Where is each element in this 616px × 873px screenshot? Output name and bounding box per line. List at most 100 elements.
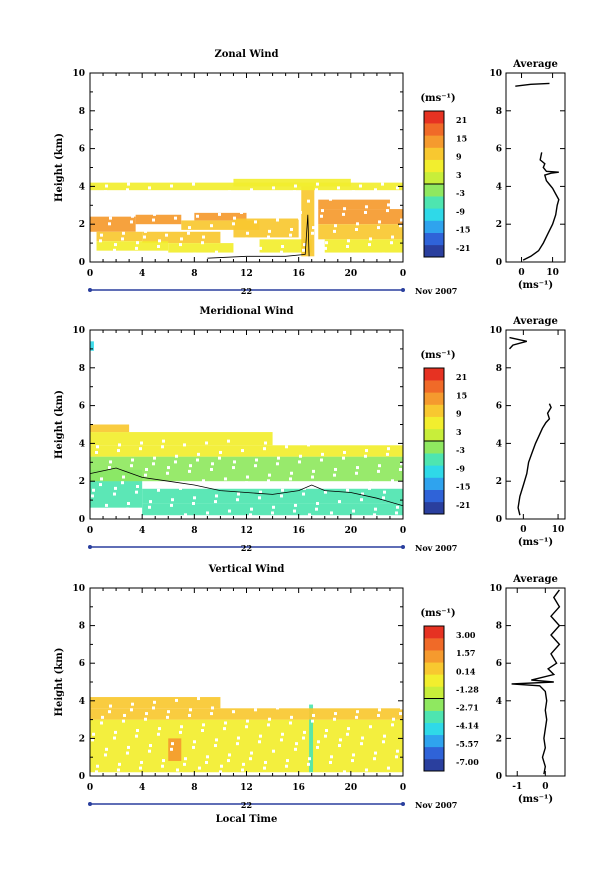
data-gap xyxy=(298,460,301,464)
data-gap xyxy=(232,466,235,470)
chart-title: Meridional Wind xyxy=(199,306,293,317)
data-gap xyxy=(276,706,279,710)
data-gap xyxy=(92,488,95,492)
data-gap xyxy=(153,212,156,216)
data-gap xyxy=(311,231,314,235)
data-gap xyxy=(108,710,111,714)
colorbar-swatch xyxy=(424,171,444,185)
data-gap xyxy=(383,490,386,494)
data-gap xyxy=(334,467,337,471)
data-gap xyxy=(237,492,240,496)
data-gap xyxy=(294,503,297,507)
data-gap xyxy=(211,462,214,466)
data-gap xyxy=(219,450,222,454)
data-gap xyxy=(242,762,245,766)
data-gap xyxy=(320,702,323,706)
x-tick-label: 4 xyxy=(139,526,145,536)
x-tick-label: 16 xyxy=(292,269,305,279)
data-gap xyxy=(324,246,327,250)
x-tick-label: 20 xyxy=(345,783,358,793)
data-gap xyxy=(374,751,377,755)
data-gap xyxy=(140,197,143,201)
data-gap xyxy=(179,486,182,490)
data-gap xyxy=(210,712,213,716)
data-gap xyxy=(114,486,117,490)
data-gap xyxy=(145,712,148,716)
profile-title: Average xyxy=(512,574,558,585)
data-gap xyxy=(272,505,275,509)
heatmap-cell xyxy=(233,218,299,238)
data-gap xyxy=(254,464,257,468)
data-gap xyxy=(329,197,332,201)
data-gap xyxy=(392,717,395,721)
heatmap-cell xyxy=(324,239,403,253)
data-gap xyxy=(109,216,112,220)
data-gap xyxy=(373,757,376,761)
data-gap xyxy=(391,723,394,727)
data-gap xyxy=(184,193,187,197)
data-gap xyxy=(227,759,230,763)
data-gap xyxy=(197,209,200,213)
data-gap xyxy=(96,764,99,768)
data-gap xyxy=(214,500,217,504)
data-gap xyxy=(346,732,349,736)
data-gap xyxy=(104,190,107,194)
heatmap-cell xyxy=(135,214,182,225)
colorbar-swatch xyxy=(424,758,444,772)
data-gap xyxy=(215,494,218,498)
data-gap xyxy=(165,233,168,237)
data-gap xyxy=(174,460,177,464)
colorbar-tick-label: -9 xyxy=(456,463,465,473)
data-gap xyxy=(100,477,103,481)
data-gap xyxy=(193,496,196,500)
data-gap xyxy=(188,469,191,473)
data-gap xyxy=(180,725,183,729)
data-gap xyxy=(90,256,93,260)
data-gap xyxy=(180,481,183,485)
colorbar-tick-label: -4.14 xyxy=(456,721,479,731)
data-gap xyxy=(250,188,253,192)
data-gap xyxy=(386,452,389,456)
colorbar-swatch xyxy=(424,650,444,663)
data-gap xyxy=(280,738,283,742)
data-gap xyxy=(400,706,403,710)
y-tick-label: 0 xyxy=(79,515,85,525)
data-gap xyxy=(130,220,133,224)
data-gap xyxy=(361,492,364,496)
colorbar-swatch xyxy=(424,465,444,478)
data-gap xyxy=(144,473,147,477)
data-gap xyxy=(143,235,146,239)
data-gap xyxy=(140,441,143,445)
data-gap xyxy=(351,759,354,763)
data-gap xyxy=(294,747,297,751)
data-gap xyxy=(399,224,402,228)
data-gap xyxy=(258,252,261,256)
colorbar-swatch xyxy=(424,686,444,699)
data-gap xyxy=(258,740,261,744)
y-tick-label: 6 xyxy=(79,145,85,155)
x-tick-label: 20 xyxy=(345,526,358,536)
data-gap xyxy=(240,210,243,214)
data-gap xyxy=(373,513,376,517)
chart-title: Zonal Wind xyxy=(214,49,278,60)
heatmap-cell xyxy=(142,488,403,504)
data-gap xyxy=(99,239,102,243)
data-gap xyxy=(330,755,333,759)
data-gap xyxy=(364,454,367,458)
data-gap xyxy=(395,755,398,759)
profile-x-label: (ms⁻¹) xyxy=(518,280,553,291)
heatmap-cell xyxy=(142,503,403,516)
profile-x-tick-label: 0 xyxy=(520,525,526,535)
data-gap xyxy=(206,192,209,196)
data-gap xyxy=(210,224,213,228)
data-gap xyxy=(333,229,336,233)
data-gap xyxy=(329,441,332,445)
data-gap xyxy=(250,507,253,511)
data-gap xyxy=(149,500,152,504)
data-gap xyxy=(215,738,218,742)
colorbar-swatch xyxy=(424,441,444,454)
data-gap xyxy=(145,467,148,471)
data-gap xyxy=(158,239,161,243)
